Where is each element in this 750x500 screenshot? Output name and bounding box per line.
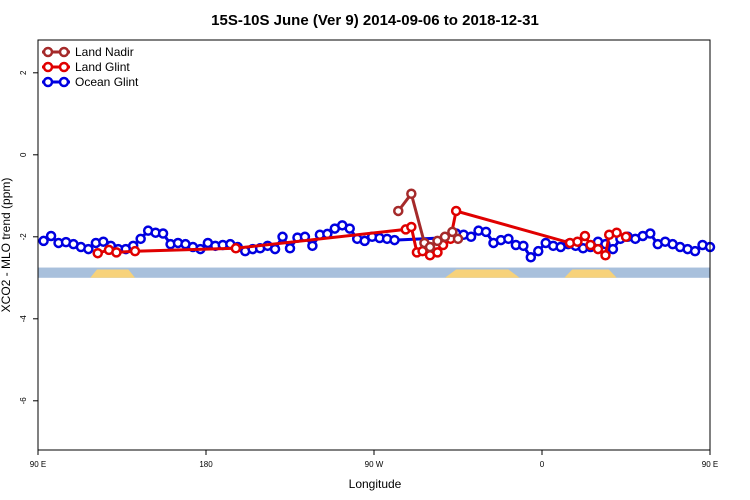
series-layer: [38, 188, 716, 263]
point-ocean-glint-56: [503, 233, 514, 245]
point-ocean-glint-47: [389, 234, 400, 246]
legend-item-ocean-glint: Ocean Glint: [42, 75, 139, 89]
series-line-land-glint: [97, 209, 627, 259]
legend-label-ocean-glint: Ocean Glint: [75, 75, 139, 89]
legend-marker2-land-nadir: [58, 46, 70, 58]
chart-title: 15S-10S June (Ver 9) 2014-09-06 to 2018-…: [211, 12, 539, 29]
point-land-glint-18: [592, 243, 604, 255]
point-ocean-glint-1: [45, 230, 57, 242]
y-tick-label-1: 0: [19, 152, 28, 157]
point-ocean-glint-51: [465, 231, 477, 243]
y-tick-label-4: -6: [19, 397, 28, 405]
point-ocean-glint-59: [525, 252, 537, 263]
point-ocean-glint-53: [480, 226, 492, 238]
point-ocean-glint-31: [269, 243, 281, 255]
point-land-nadir-0: [393, 205, 404, 217]
legend-marker2-land-glint: [58, 61, 70, 73]
point-ocean-glint-60: [533, 245, 544, 257]
land-segment-0: [90, 269, 136, 278]
legend-label-land-nadir: Land Nadir: [75, 45, 134, 59]
y-axis-label: XCO2 - MLO trend (ppm): [0, 178, 13, 313]
point-land-nadir-3: [424, 241, 436, 253]
legend-marker2-ocean-glint: [58, 76, 70, 88]
point-ocean-glint-8: [98, 236, 109, 247]
point-land-nadir-1: [406, 188, 417, 199]
point-ocean-glint-0: [38, 235, 49, 247]
x-tick-label-4: 90 E: [702, 460, 718, 469]
legend-item-land-nadir: Land Nadir: [42, 45, 134, 59]
legend-item-land-glint: Land Glint: [42, 60, 130, 74]
point-land-glint-19: [600, 250, 611, 261]
point-land-nadir-7: [452, 233, 464, 245]
point-land-glint-21: [611, 227, 622, 238]
plot-frame: [37, 39, 711, 451]
point-land-glint-6: [406, 221, 417, 233]
land-segment-1: [444, 269, 520, 278]
series-land-glint: [92, 205, 632, 261]
y-tick-label-3: -4: [19, 315, 28, 323]
y-tick-label-2: -2: [19, 233, 28, 241]
point-ocean-glint-43: [359, 235, 370, 247]
x-axis-ticks: 90 E 180 90 W 0 90 E: [30, 450, 718, 469]
x-tick-label-3: 0: [540, 460, 545, 469]
point-ocean-glint-70: [607, 243, 619, 255]
legend-marker-land-nadir: [42, 46, 54, 58]
point-land-nadir-6: [447, 226, 458, 238]
point-land-glint-10: [432, 247, 443, 258]
point-ocean-glint-81: [689, 245, 701, 257]
point-ocean-glint-16: [157, 228, 169, 239]
ocean-band: [38, 267, 710, 278]
point-land-glint-4: [230, 243, 242, 254]
point-land-nadir-4: [432, 235, 443, 247]
point-land-glint-22: [620, 231, 632, 243]
legend-marker-ocean-glint: [42, 76, 54, 88]
point-land-glint-0: [92, 247, 103, 259]
point-land-glint-15: [572, 236, 583, 247]
legend-label-land-glint: Land Glint: [75, 60, 130, 74]
series-land-nadir: [393, 188, 464, 253]
point-land-glint-17: [585, 239, 596, 251]
point-land-nadir-5: [439, 231, 451, 243]
series-ocean-glint: [38, 220, 716, 263]
point-ocean-glint-41: [344, 223, 355, 234]
point-ocean-glint-58: [518, 240, 529, 252]
point-ocean-glint-13: [135, 233, 146, 245]
point-ocean-glint-33: [284, 243, 296, 254]
point-land-glint-13: [450, 205, 462, 217]
x-tick-label-1: 180: [199, 460, 213, 469]
point-land-glint-2: [111, 247, 122, 258]
surface-band: [38, 267, 710, 278]
land-segment-2: [564, 269, 617, 278]
x-tick-label-0: 90 E: [30, 460, 46, 469]
point-ocean-glint-36: [307, 240, 318, 252]
y-axis-ticks: 2 0 -2 -4 -6: [19, 70, 38, 404]
legend-marker-land-glint: [42, 61, 54, 73]
point-land-glint-3: [129, 245, 141, 257]
point-ocean-glint-75: [645, 228, 656, 239]
x-tick-label-2: 90 W: [365, 460, 384, 469]
x-axis-label: Longitude: [349, 477, 402, 491]
point-ocean-glint-32: [277, 231, 288, 243]
y-tick-label-0: 2: [19, 70, 28, 75]
point-ocean-glint-6: [83, 243, 94, 255]
point-land-glint-16: [579, 230, 591, 242]
